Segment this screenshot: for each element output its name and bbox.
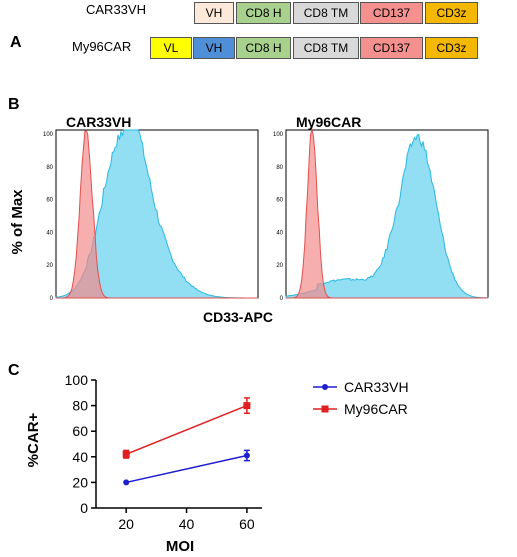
y-tick-label: 0	[80, 500, 88, 516]
data-point	[122, 450, 130, 458]
histogram-y-axis-label: % of Max	[9, 189, 26, 255]
histogram-y-tick: 60	[276, 198, 283, 204]
panel-a-letter: A	[10, 34, 22, 51]
data-point	[243, 402, 251, 410]
data-point	[243, 452, 250, 459]
construct-bar-my96car: VL VH CD8 H CD8 TM CD137 CD3z	[150, 37, 478, 59]
y-tick-label: 40	[72, 449, 88, 465]
legend-marker	[322, 384, 328, 390]
segment-vh: VH	[194, 2, 234, 24]
construct-name-car33vh: CAR33VH	[86, 2, 146, 17]
panel-b-letter: B	[8, 96, 20, 113]
segment-cd8tm: CD8 TM	[293, 2, 359, 24]
control-histogram	[286, 128, 488, 299]
segment-cd137: CD137	[360, 2, 423, 24]
histogram-y-tick: 40	[276, 230, 283, 236]
y-tick-label: 80	[72, 398, 88, 414]
x-tick-label: 40	[179, 516, 195, 532]
y-tick-label: 100	[65, 372, 89, 388]
histogram-y-tick: 60	[46, 198, 53, 204]
histogram-panel: % of Max CD33-APC CAR33VH 100 80 60 40 20 0 My9…	[9, 114, 489, 325]
legend-label: My96CAR	[344, 401, 408, 417]
y-tick-label: 60	[72, 423, 88, 439]
segment-cd8h: CD8 H	[236, 2, 291, 24]
legend-marker	[321, 405, 329, 413]
histogram-y-tick: 40	[46, 230, 53, 236]
segment-cd8tm: CD8 TM	[293, 37, 359, 59]
construct-bar-car33vh: VH CD8 H CD8 TM CD137 CD3z	[194, 2, 478, 24]
chart-x-axis-label: MOI	[166, 538, 194, 555]
x-tick-label: 20	[118, 516, 134, 532]
data-point	[123, 479, 130, 486]
histogram-y-tick: 100	[273, 132, 284, 138]
segment-vh: VH	[193, 37, 235, 59]
histogram-title: CAR33VH	[66, 114, 131, 130]
construct-name-my96car: My96CAR	[72, 39, 132, 54]
histogram-y-tick: 20	[276, 263, 283, 269]
histogram-y-tick: 20	[46, 263, 53, 269]
histogram-title: My96CAR	[296, 114, 361, 130]
histogram-y-tick: 0	[50, 296, 54, 302]
segment-cd137: CD137	[360, 37, 423, 59]
histogram-y-tick: 0	[280, 296, 284, 302]
segment-cd8h: CD8 H	[236, 37, 291, 59]
histogram-y-tick: 80	[46, 165, 53, 171]
legend-label: CAR33VH	[344, 379, 409, 395]
line-chart: %CAR+ MOI 0 20 40 60 80 100 20 40 60 CAR33VH My96C…	[25, 372, 409, 555]
histogram-y-tick: 100	[43, 132, 54, 138]
histogram-x-axis-label: CD33-APC	[203, 309, 273, 325]
histogram-y-tick: 80	[276, 165, 283, 171]
panel-c-letter: C	[8, 362, 20, 379]
x-tick-label: 60	[239, 516, 255, 532]
control-histogram	[56, 130, 258, 299]
chart-y-axis-label: %CAR+	[25, 412, 42, 467]
segment-cd3z: CD3z	[425, 2, 478, 24]
segment-cd3z: CD3z	[425, 37, 478, 59]
y-tick-label: 20	[72, 474, 88, 490]
series-line	[125, 404, 248, 455]
segment-vl: VL	[150, 37, 192, 59]
series-line	[126, 454, 248, 484]
